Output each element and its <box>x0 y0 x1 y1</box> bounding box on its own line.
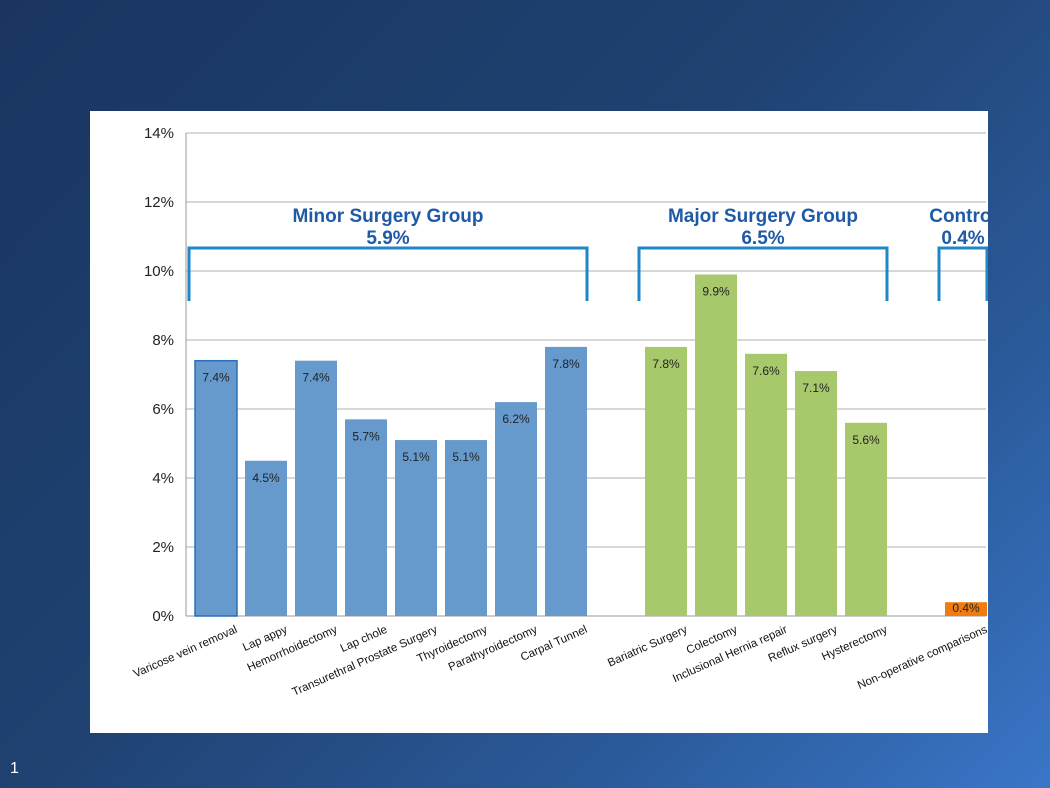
bar-hemorrhoidectomy <box>295 360 337 616</box>
bar-lap-appy <box>245 460 287 616</box>
bar-inclusional-hernia-repair <box>745 353 787 616</box>
y-tick-label: 10% <box>144 263 174 280</box>
x-tick-label: Hemorrhoidectomy <box>246 624 340 675</box>
bar-transurethral-prostate-surgery <box>395 440 437 616</box>
major-group-value: 6.5% <box>741 228 784 249</box>
data-label: 5.7% <box>352 429 380 443</box>
bar-colectomy <box>695 274 737 616</box>
data-label: 5.6% <box>852 433 880 447</box>
bar-hysterectomy <box>845 422 887 616</box>
x-tick-label: Bariatric Surgery <box>606 624 689 670</box>
data-label: 9.9% <box>702 284 730 298</box>
data-label: 7.4% <box>202 371 230 385</box>
major-group-bracket <box>637 246 889 301</box>
bar-varicose-vein-removal <box>194 359 238 617</box>
minor-group-bracket <box>187 246 589 301</box>
bar-non-operative-comparisons <box>945 602 987 616</box>
data-label: 7.6% <box>752 364 780 378</box>
y-tick-label: 8% <box>152 332 174 349</box>
data-label: 0.4% <box>952 601 980 615</box>
data-label: 5.1% <box>452 450 480 464</box>
data-label: 4.5% <box>252 471 280 485</box>
y-tick-label: 14% <box>144 125 174 142</box>
control-group-bracket <box>937 246 988 301</box>
control-group-name: Control <box>929 206 988 227</box>
bar-reflux-surgery <box>795 371 837 616</box>
bar-chart: 0% 2% 4% 6% 8% 10% 12% 14% 7.4% Varicose vein rem… <box>132 125 988 699</box>
x-tick-label: Parathyroidectomy <box>447 624 540 674</box>
chart-panel: 0% 2% 4% 6% 8% 10% 12% 14% 7.4% Varicose vein rem… <box>90 111 988 733</box>
bar-lap-chole <box>345 419 387 616</box>
data-label: 7.4% <box>302 371 330 385</box>
data-label: 7.1% <box>802 381 830 395</box>
minor-group-name: Minor Surgery Group <box>292 206 483 227</box>
y-tick-label: 6% <box>152 401 174 418</box>
bar-carpal-tunnel <box>545 346 587 616</box>
bar-thyroidectomy <box>445 440 487 616</box>
data-label: 6.2% <box>502 412 530 426</box>
minor-group-value: 5.9% <box>366 228 409 249</box>
bar-parathyroidectomy <box>495 402 537 616</box>
x-tick-label: Varicose vein removal <box>132 624 239 681</box>
data-label: 7.8% <box>552 357 580 371</box>
data-label: 7.8% <box>652 357 680 371</box>
y-tick-label: 4% <box>152 470 174 487</box>
data-label: 5.1% <box>402 450 430 464</box>
major-group-name: Major Surgery Group <box>668 206 858 227</box>
y-tick-label: 2% <box>152 539 174 556</box>
bar-bariatric-surgery <box>645 346 687 616</box>
y-tick-label: 0% <box>152 608 174 625</box>
slide-number: 1 <box>10 760 19 777</box>
y-tick-label: 12% <box>144 194 174 211</box>
control-group-value: 0.4% <box>941 228 984 249</box>
